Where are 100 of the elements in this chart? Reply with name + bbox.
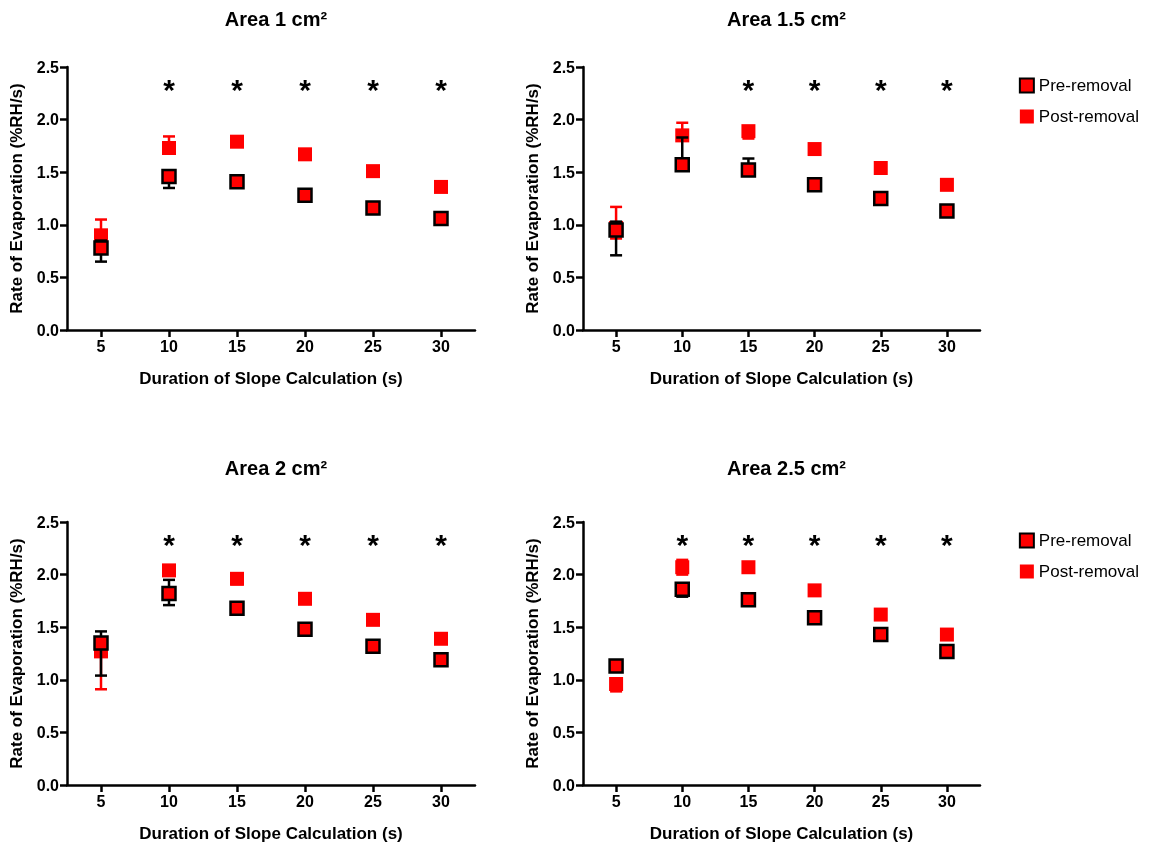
annotation: * — [367, 72, 380, 106]
point — [674, 157, 690, 173]
legend-label: Pre-removal — [1038, 531, 1132, 550]
point — [807, 583, 822, 598]
point — [229, 173, 245, 190]
annotation: * — [874, 527, 887, 561]
x-tick-label: 15 — [739, 792, 758, 810]
point — [162, 141, 176, 155]
y-tick-label: 0.0 — [36, 321, 60, 339]
point — [939, 177, 954, 192]
x-tick-label: 20 — [805, 337, 824, 355]
point — [873, 626, 889, 643]
x-tick-label: 25 — [364, 337, 382, 355]
y-tick-label: 0.0 — [552, 321, 576, 339]
annotation: * — [435, 72, 448, 106]
x-tick-label: 5 — [611, 792, 621, 810]
y-axis-title: Rate of Evaporation (%RH/s) — [7, 538, 26, 769]
legend-label: Post-removal — [1038, 107, 1139, 126]
x-tick-label: 20 — [296, 792, 314, 810]
annotation: * — [163, 527, 176, 561]
annotation: * — [808, 527, 821, 561]
point — [433, 210, 449, 227]
x-tick-label: 15 — [228, 792, 246, 810]
x-tick-label: 10 — [673, 337, 692, 355]
annotation: * — [231, 527, 244, 561]
annotation: * — [231, 72, 244, 106]
y-tick-label: 1.5 — [552, 163, 576, 181]
point — [741, 124, 756, 139]
x-tick-label: 30 — [432, 337, 450, 355]
x-tick-label: 25 — [364, 792, 382, 810]
x-tick-label: 30 — [938, 337, 956, 355]
point — [161, 585, 177, 602]
point — [93, 240, 109, 256]
point — [806, 609, 823, 626]
y-tick-label: 0.5 — [36, 723, 60, 741]
x-tick-label: 30 — [432, 792, 450, 810]
y-tick-label: 1.5 — [36, 618, 60, 636]
point — [93, 635, 109, 651]
x-tick-label: 15 — [228, 337, 246, 355]
point — [433, 652, 449, 668]
point — [939, 643, 955, 660]
y-tick-label: 2.5 — [552, 58, 576, 76]
point — [434, 631, 448, 646]
point — [873, 190, 889, 207]
point — [366, 164, 380, 179]
x-tick-label: 25 — [871, 792, 890, 810]
y-tick-label: 1.0 — [552, 216, 576, 234]
x-axis-title: Duration of Slope Calculation (s) — [139, 369, 403, 388]
point — [434, 179, 448, 194]
y-tick-label: 2.0 — [36, 111, 60, 129]
point — [674, 581, 690, 598]
y-axis-title: Rate of Evaporation (%RH/s) — [7, 83, 26, 314]
y-tick-label: 1.0 — [36, 671, 60, 689]
point — [298, 591, 312, 606]
annotation: * — [435, 527, 448, 561]
point — [807, 142, 822, 157]
chart-title: Area 1.5 cm² — [727, 8, 847, 30]
x-axis-title: Duration of Slope Calculation (s) — [139, 824, 403, 843]
annotation: * — [742, 527, 755, 561]
point — [740, 592, 757, 608]
legend-label: Pre-removal — [1038, 76, 1132, 95]
annotation: * — [163, 72, 176, 106]
x-tick-label: 10 — [160, 337, 178, 355]
point — [608, 658, 624, 674]
point — [162, 563, 176, 578]
point — [873, 607, 888, 622]
x-tick-label: 20 — [296, 337, 314, 355]
y-tick-label: 0.5 — [552, 268, 576, 286]
y-tick-label: 0.0 — [552, 776, 576, 794]
point — [298, 147, 312, 162]
annotation: * — [941, 527, 954, 561]
y-axis-title: Rate of Evaporation (%RH/s) — [523, 83, 542, 314]
x-tick-label: 30 — [938, 792, 956, 810]
x-axis-title: Duration of Slope Calculation (s) — [649, 824, 914, 843]
point — [939, 627, 954, 642]
annotation: * — [299, 527, 312, 561]
chart-title: Area 1 cm² — [224, 8, 328, 30]
point — [873, 160, 888, 175]
point — [229, 600, 245, 617]
y-tick-label: 2.5 — [36, 513, 60, 531]
annotation: * — [874, 72, 887, 106]
y-tick-label: 1.5 — [552, 618, 576, 636]
x-tick-label: 10 — [673, 792, 692, 810]
y-tick-label: 2.0 — [36, 566, 60, 584]
annotation: * — [808, 72, 821, 106]
point — [230, 134, 244, 149]
x-tick-label: 5 — [96, 337, 106, 355]
y-tick-label: 2.5 — [552, 513, 576, 531]
point — [297, 187, 313, 204]
annotation: * — [299, 72, 312, 106]
y-tick-label: 0.5 — [552, 723, 576, 741]
x-tick-label: 25 — [871, 337, 890, 355]
annotation: * — [367, 527, 380, 561]
x-tick-label: 5 — [96, 792, 106, 810]
point — [741, 560, 756, 575]
point — [365, 200, 381, 216]
y-tick-label: 1.5 — [36, 163, 60, 181]
point — [297, 621, 313, 638]
legend-label: Post-removal — [1038, 562, 1139, 581]
point — [740, 162, 757, 178]
